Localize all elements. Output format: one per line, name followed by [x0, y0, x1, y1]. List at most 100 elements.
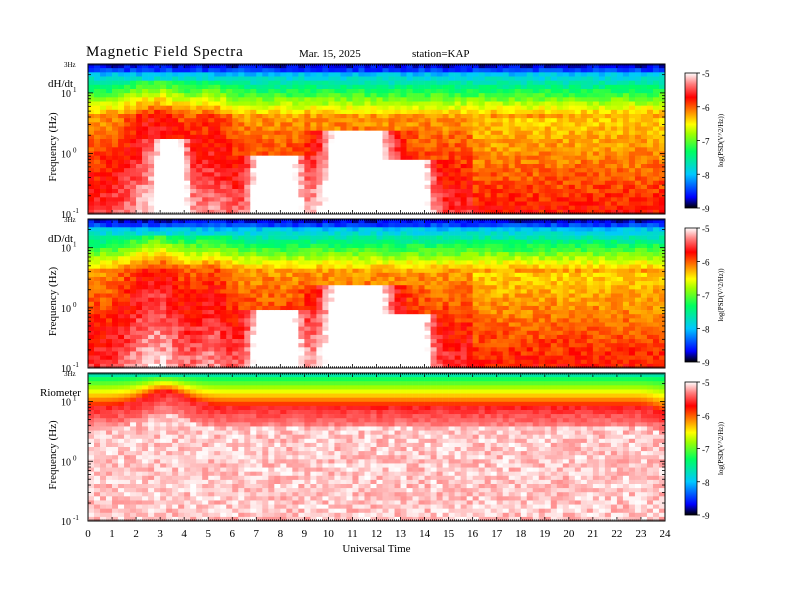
heatmap-cell	[526, 93, 534, 98]
heatmap-cell	[196, 268, 203, 274]
heatmap-cell	[658, 97, 666, 102]
heatmap-cell	[646, 105, 654, 111]
heatmap-cell	[508, 126, 516, 131]
heatmap-cell	[178, 155, 185, 161]
heatmap-cell	[166, 209, 173, 215]
heatmap-cell	[376, 109, 383, 115]
heatmap-cell	[424, 80, 431, 86]
heatmap-cell	[148, 114, 155, 119]
heatmap-cell	[178, 172, 185, 177]
heatmap-cell	[136, 130, 143, 136]
heatmap-cell	[268, 176, 275, 181]
heatmap-cell	[130, 201, 137, 206]
heatmap-cell	[100, 301, 107, 307]
heatmap-cell	[118, 243, 125, 249]
heatmap-cell	[256, 209, 263, 215]
heatmap-cell	[250, 84, 257, 90]
heatmap-cell	[118, 227, 125, 232]
heatmap-cell	[346, 176, 353, 181]
heatmap-cell	[496, 93, 504, 98]
heatmap-cell	[622, 164, 630, 169]
heatmap-cell	[250, 80, 257, 86]
heatmap-cell	[262, 130, 269, 136]
heatmap-cell	[208, 147, 215, 152]
heatmap-cell	[148, 260, 155, 265]
heatmap-cell	[190, 272, 197, 278]
heatmap-cell	[88, 231, 95, 236]
heatmap-cell	[610, 184, 618, 190]
heatmap-cell	[448, 93, 455, 98]
heatmap-cell	[232, 193, 239, 198]
heatmap-cell	[658, 189, 666, 194]
heatmap-cell	[568, 72, 576, 77]
heatmap-cell	[94, 147, 101, 152]
heatmap-cell	[88, 247, 95, 253]
heatmap-cell	[274, 209, 281, 215]
heatmap-cell	[136, 64, 143, 69]
heatmap-cell	[334, 180, 341, 186]
heatmap-cell	[214, 318, 221, 323]
heatmap-cell	[112, 314, 119, 319]
heatmap-cell	[100, 176, 107, 181]
heatmap-cell	[274, 193, 281, 198]
heatmap-cell	[196, 134, 203, 140]
heatmap-cell	[160, 164, 167, 169]
heatmap-cell	[178, 105, 185, 111]
heatmap-cell	[364, 134, 371, 140]
heatmap-cell	[142, 231, 149, 236]
heatmap-cell	[514, 209, 522, 215]
heatmap-cell	[406, 64, 413, 69]
heatmap-cell	[430, 80, 437, 86]
heatmap-cell	[106, 305, 113, 311]
heatmap-cell	[580, 180, 588, 186]
heatmap-cell	[562, 155, 570, 161]
heatmap-cell	[574, 172, 582, 177]
heatmap-cell	[400, 139, 407, 144]
heatmap-cell	[454, 155, 461, 161]
heatmap-cell	[634, 184, 642, 190]
heatmap-cell	[166, 260, 173, 265]
heatmap-cell	[88, 126, 95, 131]
heatmap-cell	[400, 180, 407, 186]
heatmap-cell	[610, 130, 618, 136]
heatmap-cell	[412, 168, 419, 173]
heatmap-cell	[334, 176, 341, 181]
heatmap-cell	[130, 219, 137, 224]
heatmap-cell	[412, 205, 419, 211]
heatmap-cell	[634, 205, 642, 211]
heatmap-cell	[640, 205, 648, 211]
heatmap-cell	[526, 180, 534, 186]
heatmap-cell	[100, 256, 107, 261]
heatmap-cell	[124, 285, 131, 290]
heatmap-cell	[424, 189, 431, 194]
heatmap-cell	[196, 289, 203, 294]
heatmap-cell	[418, 176, 425, 181]
heatmap-cell	[220, 264, 227, 269]
heatmap-cell	[496, 76, 504, 81]
heatmap-cell	[208, 201, 215, 206]
heatmap-cell	[88, 209, 95, 215]
heatmap-cell	[640, 134, 648, 140]
heatmap-cell	[580, 84, 588, 90]
heatmap-cell	[226, 68, 233, 73]
heatmap-cell	[94, 285, 101, 290]
heatmap-cell	[112, 318, 119, 323]
heatmap-cell	[190, 268, 197, 274]
heatmap-cell	[502, 197, 510, 202]
heatmap-cell	[628, 105, 636, 111]
heatmap-cell	[556, 139, 564, 144]
heatmap-cell	[112, 176, 119, 181]
heatmap-cell	[100, 205, 107, 211]
heatmap-cell	[436, 168, 443, 173]
heatmap-cell	[496, 184, 504, 190]
heatmap-cell	[94, 293, 101, 298]
heatmap-cell	[154, 172, 161, 177]
heatmap-cell	[454, 93, 461, 98]
heatmap-cell	[490, 139, 498, 144]
heatmap-cell	[634, 209, 642, 215]
heatmap-cell	[148, 355, 155, 361]
heatmap-cell	[160, 243, 167, 249]
heatmap-cell	[94, 276, 101, 282]
heatmap-cell	[124, 297, 131, 303]
heatmap-cell	[574, 205, 582, 211]
